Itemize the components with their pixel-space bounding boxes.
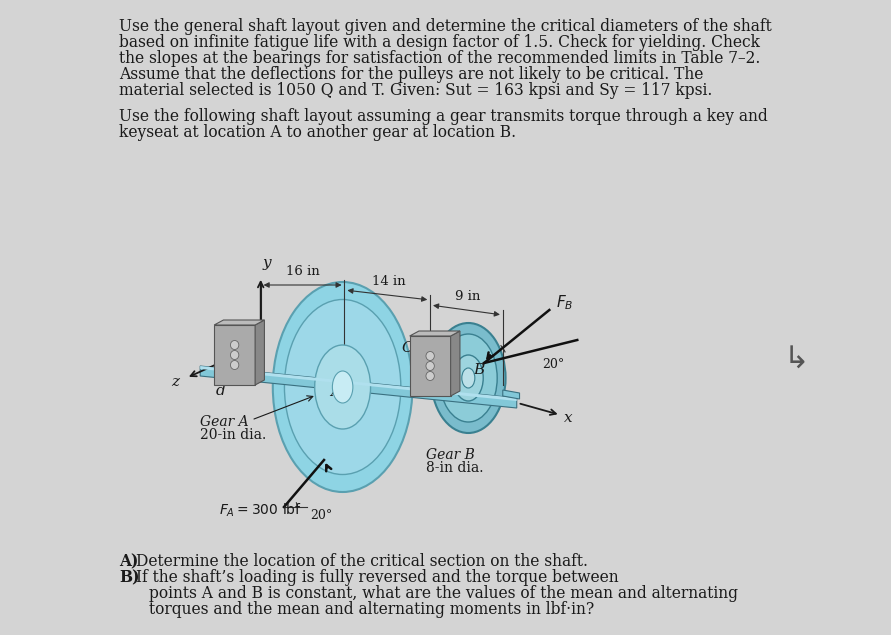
Circle shape [426,352,434,361]
Polygon shape [503,390,519,399]
Polygon shape [410,331,460,336]
Text: x: x [564,411,573,425]
Ellipse shape [284,300,401,474]
Polygon shape [451,331,460,396]
Text: $F_B$: $F_B$ [556,293,573,312]
Text: 20-in dia.: 20-in dia. [200,428,266,442]
Polygon shape [255,320,265,385]
Text: keyseat at location A to another gear at location B.: keyseat at location A to another gear at… [119,124,516,141]
Text: 14 in: 14 in [372,275,406,288]
Text: Gear B: Gear B [427,448,475,462]
Text: A: A [330,385,340,399]
Text: 0: 0 [241,338,249,352]
Circle shape [231,361,239,370]
Text: C: C [401,341,413,355]
Ellipse shape [315,345,371,429]
Text: the slopes at the bearings for satisfaction of the recommended limits in Table 7: the slopes at the bearings for satisfact… [119,50,761,67]
Text: 9 in: 9 in [454,290,480,303]
Polygon shape [410,336,451,396]
Ellipse shape [439,334,497,422]
Text: B: B [473,363,484,377]
Polygon shape [214,320,265,325]
Ellipse shape [454,355,483,401]
Circle shape [231,340,239,349]
Circle shape [426,371,434,380]
Text: 8-in dia.: 8-in dia. [427,461,484,475]
Circle shape [426,361,434,370]
Text: 20°: 20° [310,509,332,522]
Text: ↳: ↳ [783,345,809,375]
Text: If the shaft’s loading is fully reversed and the torque between: If the shaft’s loading is fully reversed… [136,569,618,586]
Circle shape [231,351,239,359]
Text: A): A) [119,553,139,570]
Text: 16 in: 16 in [286,265,320,278]
Text: torques and the mean and alternating moments in lbf·in?: torques and the mean and alternating mom… [149,601,594,618]
Text: y: y [263,256,271,270]
Ellipse shape [273,282,413,492]
Polygon shape [200,366,517,401]
Text: Assume that the deflections for the pulleys are not likely to be critical. The: Assume that the deflections for the pull… [119,66,704,83]
Text: B): B) [119,569,140,586]
Text: Determine the location of the critical section on the shaft.: Determine the location of the critical s… [136,553,588,570]
Text: d: d [216,384,225,398]
Text: z: z [171,375,179,389]
Text: Gear A: Gear A [200,415,249,429]
Text: Use the general shaft layout given and determine the critical diameters of the s: Use the general shaft layout given and d… [119,18,772,35]
Text: Use the following shaft layout assuming a gear transmits torque through a key an: Use the following shaft layout assuming … [119,108,768,125]
Text: based on infinite fatigue life with a design factor of 1.5. Check for yielding. : based on infinite fatigue life with a de… [119,34,760,51]
Text: points A and B is constant, what are the values of the mean and alternating: points A and B is constant, what are the… [149,585,738,602]
Ellipse shape [332,371,353,403]
Ellipse shape [462,368,475,388]
Text: $F_A = 300\ \mathrm{lbf}$: $F_A = 300\ \mathrm{lbf}$ [219,501,302,519]
Polygon shape [200,366,517,408]
Text: material selected is 1050 Q and T. Given: Sut = 163 kpsi and Sy = 117 kpsi.: material selected is 1050 Q and T. Given… [119,82,713,99]
Text: 20°: 20° [542,358,564,371]
Ellipse shape [431,323,505,433]
Polygon shape [214,325,255,385]
